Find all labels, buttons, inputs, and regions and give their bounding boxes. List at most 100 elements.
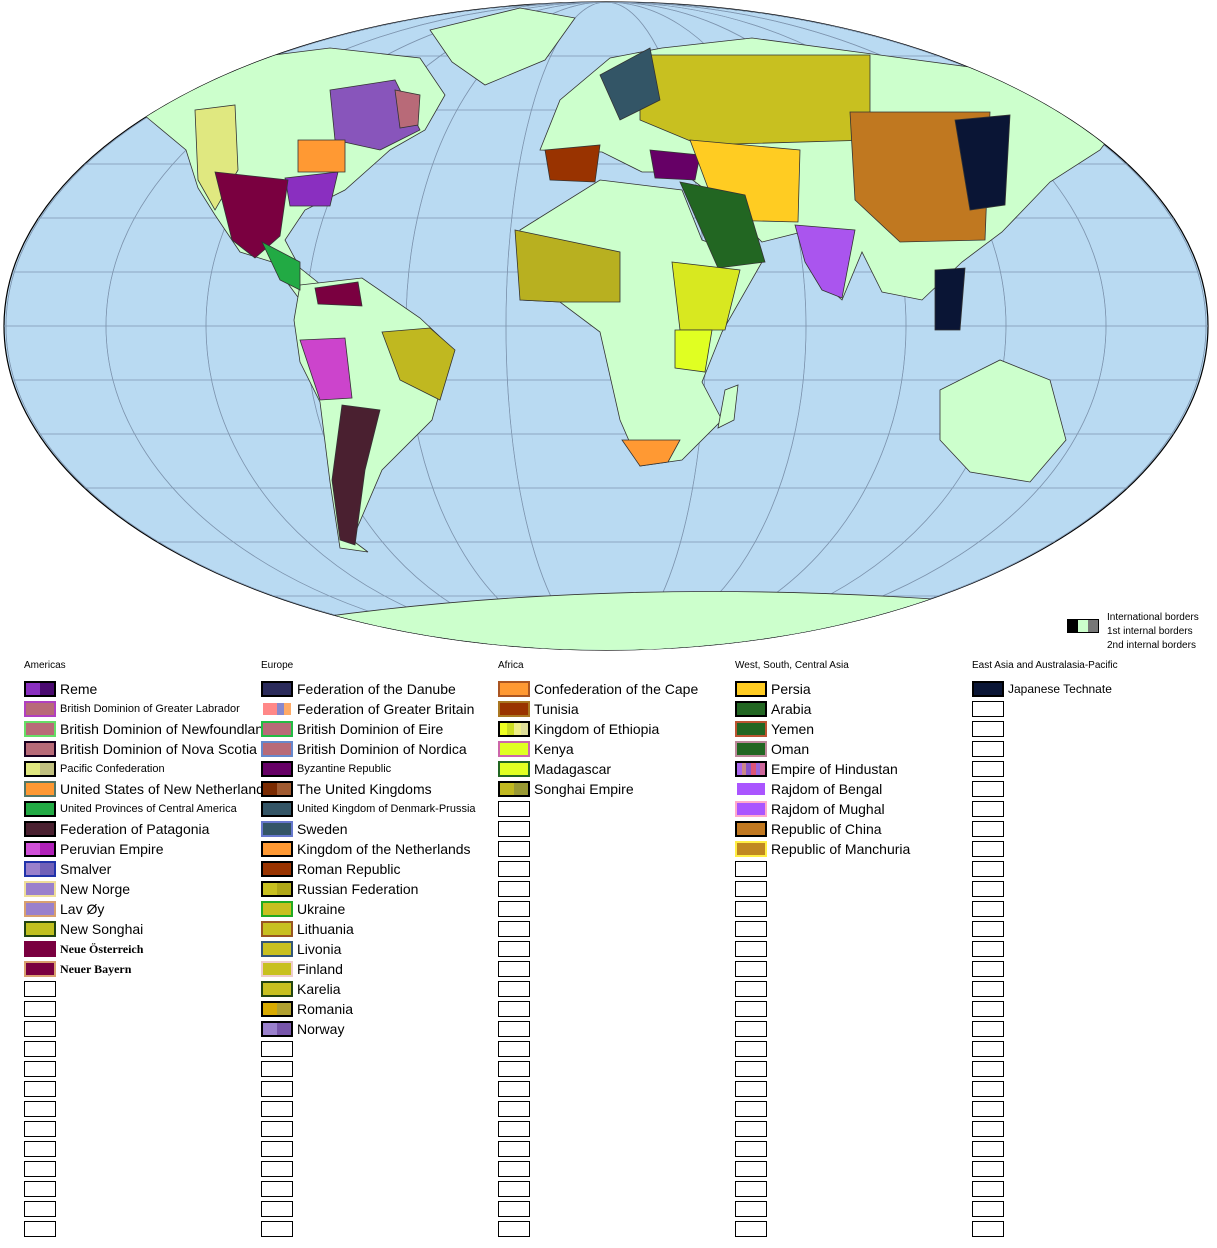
legend-empty-row [735, 1159, 910, 1179]
legend-empty-row [735, 1059, 910, 1079]
legend-label: Kenya [534, 741, 574, 757]
legend-empty-row [972, 1119, 1118, 1139]
legend-empty-row [498, 979, 698, 999]
legend-empty-row [972, 899, 1118, 919]
legend-empty-row [498, 1019, 698, 1039]
legend-empty-row [261, 1179, 476, 1199]
legend-empty-row [261, 1059, 476, 1079]
legend-empty-swatch [972, 1081, 1004, 1097]
legend-empty-swatch [498, 1201, 530, 1217]
legend-swatch [24, 961, 56, 977]
legend-empty-swatch [972, 1061, 1004, 1077]
legend-empty-swatch [498, 861, 530, 877]
legend-empty-row [498, 1179, 698, 1199]
legend-empty-swatch [735, 941, 767, 957]
legend-label: Federation of the Danube [297, 681, 456, 697]
legend-empty-swatch [972, 841, 1004, 857]
legend-label: Reme [60, 681, 98, 697]
legend-empty-swatch [972, 1001, 1004, 1017]
legend-swatch [735, 781, 767, 797]
legend-swatch [735, 761, 767, 777]
legend-empty-swatch [972, 901, 1004, 917]
legend-empty-swatch [972, 981, 1004, 997]
legend-empty-row [972, 979, 1118, 999]
legend-label: Federation of Greater Britain [297, 701, 475, 717]
legend-empty-swatch [972, 701, 1004, 717]
legend-empty-row [498, 1059, 698, 1079]
legend-label: Federation of Patagonia [60, 821, 210, 837]
legend-label: Byzantine Republic [297, 763, 392, 775]
legend-empty-swatch [498, 1181, 530, 1197]
legend-empty-row [972, 999, 1118, 1019]
legend-empty-swatch [735, 1001, 767, 1017]
australia [939, 359, 1067, 483]
legend-column-title: Europe [261, 660, 294, 671]
world-map [3, 1, 1209, 651]
legend-empty-row [261, 1079, 476, 1099]
legend-empty-swatch [261, 1181, 293, 1197]
legend-empty-row [24, 1219, 271, 1239]
legend-empty-row [498, 1039, 698, 1059]
madagascar [717, 384, 739, 429]
peru [299, 337, 353, 401]
legend-label: Lav Øy [60, 901, 105, 917]
legend-empty-swatch [735, 961, 767, 977]
legend-label: Tunisia [534, 701, 579, 717]
legend-empty-swatch [24, 1081, 56, 1097]
legend-empty-swatch [261, 1141, 293, 1157]
legend-label: Kingdom of Ethiopia [534, 721, 660, 737]
legend-empty-row [24, 1139, 271, 1159]
legend-empty-swatch [972, 1121, 1004, 1137]
legend-item: Neue Österreich [24, 939, 271, 959]
legend-empty-swatch [498, 841, 530, 857]
legend-empty-row [735, 859, 910, 879]
legend-item: Reme [24, 679, 271, 699]
arabia [679, 181, 766, 269]
legend-empty-row [498, 1079, 698, 1099]
legend-label: Sweden [297, 821, 348, 837]
legend-item: Republic of China [735, 819, 910, 839]
legend-item: British Dominion of Greater Labrador [24, 699, 271, 719]
legend-label: Japanese Technate [1008, 682, 1112, 696]
legend-empty-swatch [972, 1181, 1004, 1197]
legend-label: Confederation of the Cape [534, 681, 699, 697]
legend-empty-swatch [498, 901, 530, 917]
legend-item: Rajdom of Bengal [735, 779, 910, 799]
legend-swatch [261, 921, 293, 937]
legend-swatch [498, 701, 530, 717]
nova-scotia [394, 89, 421, 129]
legend-label: United Provinces of Central America [60, 803, 237, 815]
legend-empty-swatch [261, 1061, 293, 1077]
legend-empty-row [972, 1159, 1118, 1179]
legend-label: Rajdom of Bengal [771, 781, 883, 797]
cape [621, 439, 681, 467]
legend-item: Karelia [261, 979, 476, 999]
legend-empty-swatch [498, 1041, 530, 1057]
legend-empty-row [24, 979, 271, 999]
legend-column: West, South, Central Asia Persia Arabia Yem… [735, 659, 910, 1239]
legend-label: Oman [771, 741, 810, 757]
legend-swatch [261, 1001, 293, 1017]
legend-empty-row [972, 859, 1118, 879]
patagonia [331, 404, 381, 546]
legend-item: Roman Republic [261, 859, 476, 879]
legend-empty-row [498, 959, 698, 979]
legend-item: Federation of Patagonia [24, 819, 271, 839]
legend-empty-row [498, 999, 698, 1019]
legend-empty-row [735, 1199, 910, 1219]
legend-empty-row [24, 1039, 271, 1059]
legend-empty-swatch [972, 881, 1004, 897]
legend-empty-row [972, 1039, 1118, 1059]
legend-swatch [24, 681, 56, 697]
border-key-1st-internal: 1st internal borders [1107, 626, 1193, 637]
legend-empty-swatch [24, 1121, 56, 1137]
russia [639, 54, 871, 146]
legend-item: Empire of Hindustan [735, 759, 910, 779]
legend-swatch [498, 681, 530, 697]
legend-item: Japanese Technate [972, 679, 1118, 699]
legend-empty-row [735, 919, 910, 939]
legend-label: Republic of China [771, 821, 882, 837]
legend-empty-swatch [498, 1061, 530, 1077]
legend-empty-row [498, 819, 698, 839]
border-key-2nd-internal: 2nd internal borders [1107, 640, 1196, 651]
